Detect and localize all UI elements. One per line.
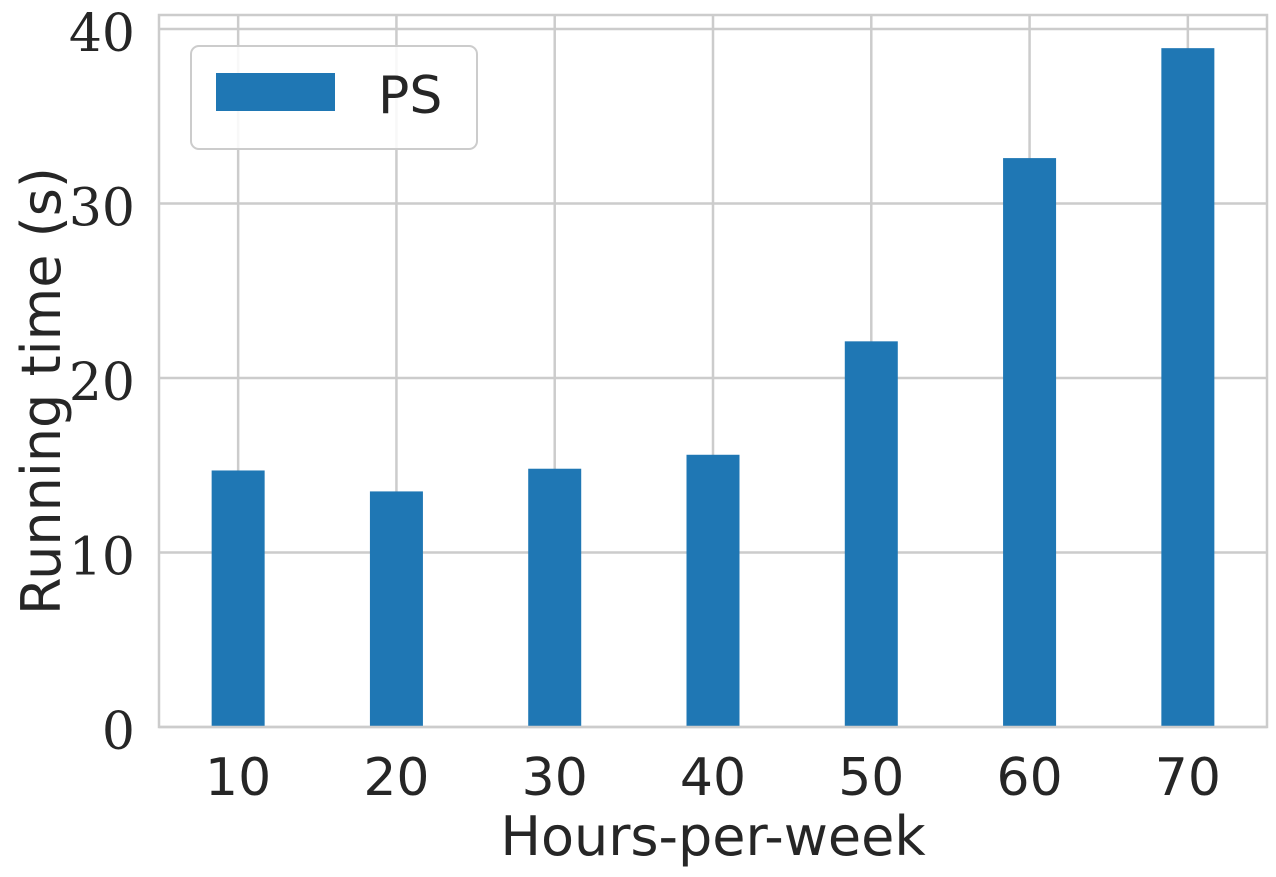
x-tick-label: 20	[363, 748, 429, 808]
plot-frame	[157, 13, 1269, 729]
bar-50	[844, 341, 898, 727]
bar-30	[528, 468, 582, 727]
y-tick-label: 40	[69, 4, 135, 64]
y-tick-label: 0	[102, 702, 135, 762]
legend: PS	[190, 45, 478, 150]
bar-10	[211, 470, 265, 727]
y-tick-label: 30	[69, 178, 135, 238]
x-tick-labels: 10 20 30 40 50 60 70	[205, 748, 1221, 808]
x-tick-label: 30	[522, 748, 588, 808]
x-tick-label: 60	[996, 748, 1062, 808]
y-axis-title: Running time (s)	[10, 167, 73, 615]
x-tick-label: 70	[1155, 748, 1221, 808]
y-tick-label: 10	[69, 527, 135, 587]
x-tick-label: 10	[205, 748, 271, 808]
y-tick-label: 20	[69, 353, 135, 413]
x-tick-label: 50	[838, 748, 904, 808]
bar-20	[369, 491, 423, 727]
bar-70	[1161, 48, 1215, 728]
bar-40	[686, 454, 740, 727]
bar-60	[1003, 158, 1057, 728]
bars	[211, 48, 1215, 728]
x-axis-title: Hours-per-week	[500, 805, 926, 868]
y-tick-labels: 0 10 20 30 40	[69, 4, 135, 762]
legend-label-ps: PS	[378, 66, 442, 126]
legend-swatch	[216, 73, 335, 111]
x-tick-label: 40	[680, 748, 746, 808]
